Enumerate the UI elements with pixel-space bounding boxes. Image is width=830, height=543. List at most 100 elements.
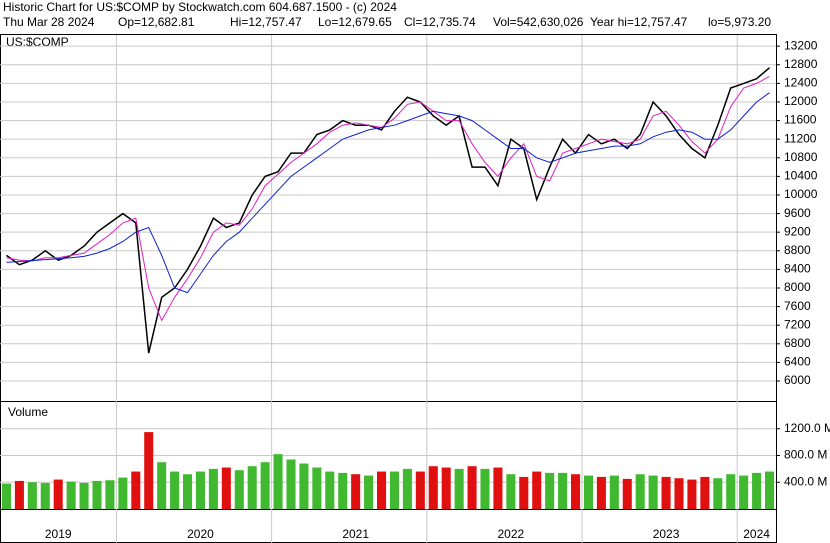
volume-bar xyxy=(208,468,218,509)
x-tick-label: 2022 xyxy=(498,527,525,541)
y-tick-label: 11200 xyxy=(784,131,817,145)
x-tick-label: 2024 xyxy=(743,527,770,541)
volume-bar xyxy=(195,471,205,509)
volume-bar xyxy=(157,462,167,509)
volume-bar xyxy=(144,432,154,509)
volume-bar xyxy=(377,471,387,509)
grid xyxy=(0,35,776,543)
x-tick-label: 2023 xyxy=(653,527,680,541)
volume-bar xyxy=(661,476,671,509)
volume-bar xyxy=(183,474,193,509)
volume-bar xyxy=(648,475,658,509)
volume-bar xyxy=(609,475,619,509)
y-tick-label: 1200.0 M xyxy=(784,421,830,435)
volume-bar xyxy=(545,472,555,509)
volume-bar xyxy=(234,470,244,509)
volume-bar xyxy=(674,478,684,509)
volume-bar xyxy=(700,476,710,509)
y-tick-label: 8400 xyxy=(784,262,811,276)
volume-bar xyxy=(364,475,374,509)
volume-bar xyxy=(558,472,568,509)
volume-bar xyxy=(105,480,115,509)
volume-bar xyxy=(428,466,438,509)
volume-bar xyxy=(338,472,348,509)
volume-bar xyxy=(92,480,102,509)
volume-bar xyxy=(467,466,477,509)
volume-bar xyxy=(454,468,464,509)
volume-bar xyxy=(441,467,451,509)
y-tick-label: 6000 xyxy=(784,373,811,387)
y-tick-label: 10000 xyxy=(784,187,818,201)
volume-bar xyxy=(415,471,425,509)
y-tick-label: 800.0 M xyxy=(784,448,827,462)
volume-bar xyxy=(1,483,11,509)
price-line xyxy=(6,67,770,354)
volume-bar xyxy=(312,467,322,509)
y-tick-label: 10800 xyxy=(784,150,818,164)
y-tick-label: 9200 xyxy=(784,224,811,238)
volume-bar xyxy=(66,481,76,509)
subtitle-item: Vol=542,630,026 xyxy=(493,15,584,29)
volume-bar xyxy=(40,482,50,509)
y-tick-label: 6800 xyxy=(784,336,811,350)
price-line xyxy=(6,92,770,294)
volume-bar xyxy=(519,476,529,509)
volume-bar xyxy=(325,471,335,509)
y-tick-label: 6400 xyxy=(784,355,811,369)
y-tick-label: 8800 xyxy=(784,243,811,257)
y-tick-label: 12400 xyxy=(784,76,818,90)
volume-bar xyxy=(506,474,516,509)
subtitle-item: Year hi=12,757.47 xyxy=(590,15,688,29)
volume-bar xyxy=(286,459,296,509)
subtitle-item: Lo=12,679.65 xyxy=(318,15,392,29)
subtitle-item: Thu Mar 28 2024 xyxy=(3,15,95,29)
volume-bar xyxy=(260,462,270,509)
x-tick-label: 2020 xyxy=(187,527,214,541)
y-tick-label: 400.0 M xyxy=(784,474,827,488)
x-tick-label: 2019 xyxy=(45,527,72,541)
volume-bar xyxy=(299,463,309,509)
volume-bar xyxy=(765,471,775,509)
volume-bar xyxy=(596,476,606,509)
subtitle-item: Hi=12,757.47 xyxy=(230,15,302,29)
volume-bar xyxy=(351,474,361,509)
volume-bar xyxy=(27,482,37,509)
y-tick-label: 12800 xyxy=(784,57,818,71)
volume-bar xyxy=(687,479,697,509)
volume-bar xyxy=(752,472,762,509)
volume-bar xyxy=(118,477,128,509)
volume-bar xyxy=(726,474,736,509)
y-tick-label: 13200 xyxy=(784,38,818,52)
volume-bar xyxy=(79,482,89,509)
volume-bar xyxy=(739,475,749,509)
y-tick-label: 8000 xyxy=(784,280,811,294)
volume-bar xyxy=(221,467,231,509)
subtitle-item: Op=12,682.81 xyxy=(118,15,195,29)
volume-bar xyxy=(389,471,399,509)
volume-bar xyxy=(170,471,180,509)
volume-bar xyxy=(635,474,645,509)
x-tick-label: 2021 xyxy=(342,527,369,541)
subtitle-item: lo=5,973.20 xyxy=(708,15,771,29)
volume-bar xyxy=(622,478,632,509)
y-tick-label: 7600 xyxy=(784,299,811,313)
price-line xyxy=(6,75,770,322)
volume-bar xyxy=(713,478,723,509)
subtitle-item: Cl=12,735.74 xyxy=(404,15,476,29)
volume-bar xyxy=(247,466,257,509)
volume-bar xyxy=(480,468,490,509)
y-tick-label: 7200 xyxy=(784,317,811,331)
volume-bar xyxy=(402,468,412,509)
volume-bar xyxy=(532,471,542,509)
volume-bar xyxy=(53,479,63,509)
volume-bar xyxy=(493,467,503,509)
panel-label: US:$COMP xyxy=(6,35,69,49)
volume-label: Volume xyxy=(8,405,48,419)
y-tick-label: 9600 xyxy=(784,206,811,220)
volume-bar xyxy=(583,475,593,509)
y-tick-label: 10400 xyxy=(784,169,818,183)
y-tick-label: 12000 xyxy=(784,94,818,108)
y-tick-label: 11600 xyxy=(784,113,817,127)
volume-bar xyxy=(131,471,141,509)
